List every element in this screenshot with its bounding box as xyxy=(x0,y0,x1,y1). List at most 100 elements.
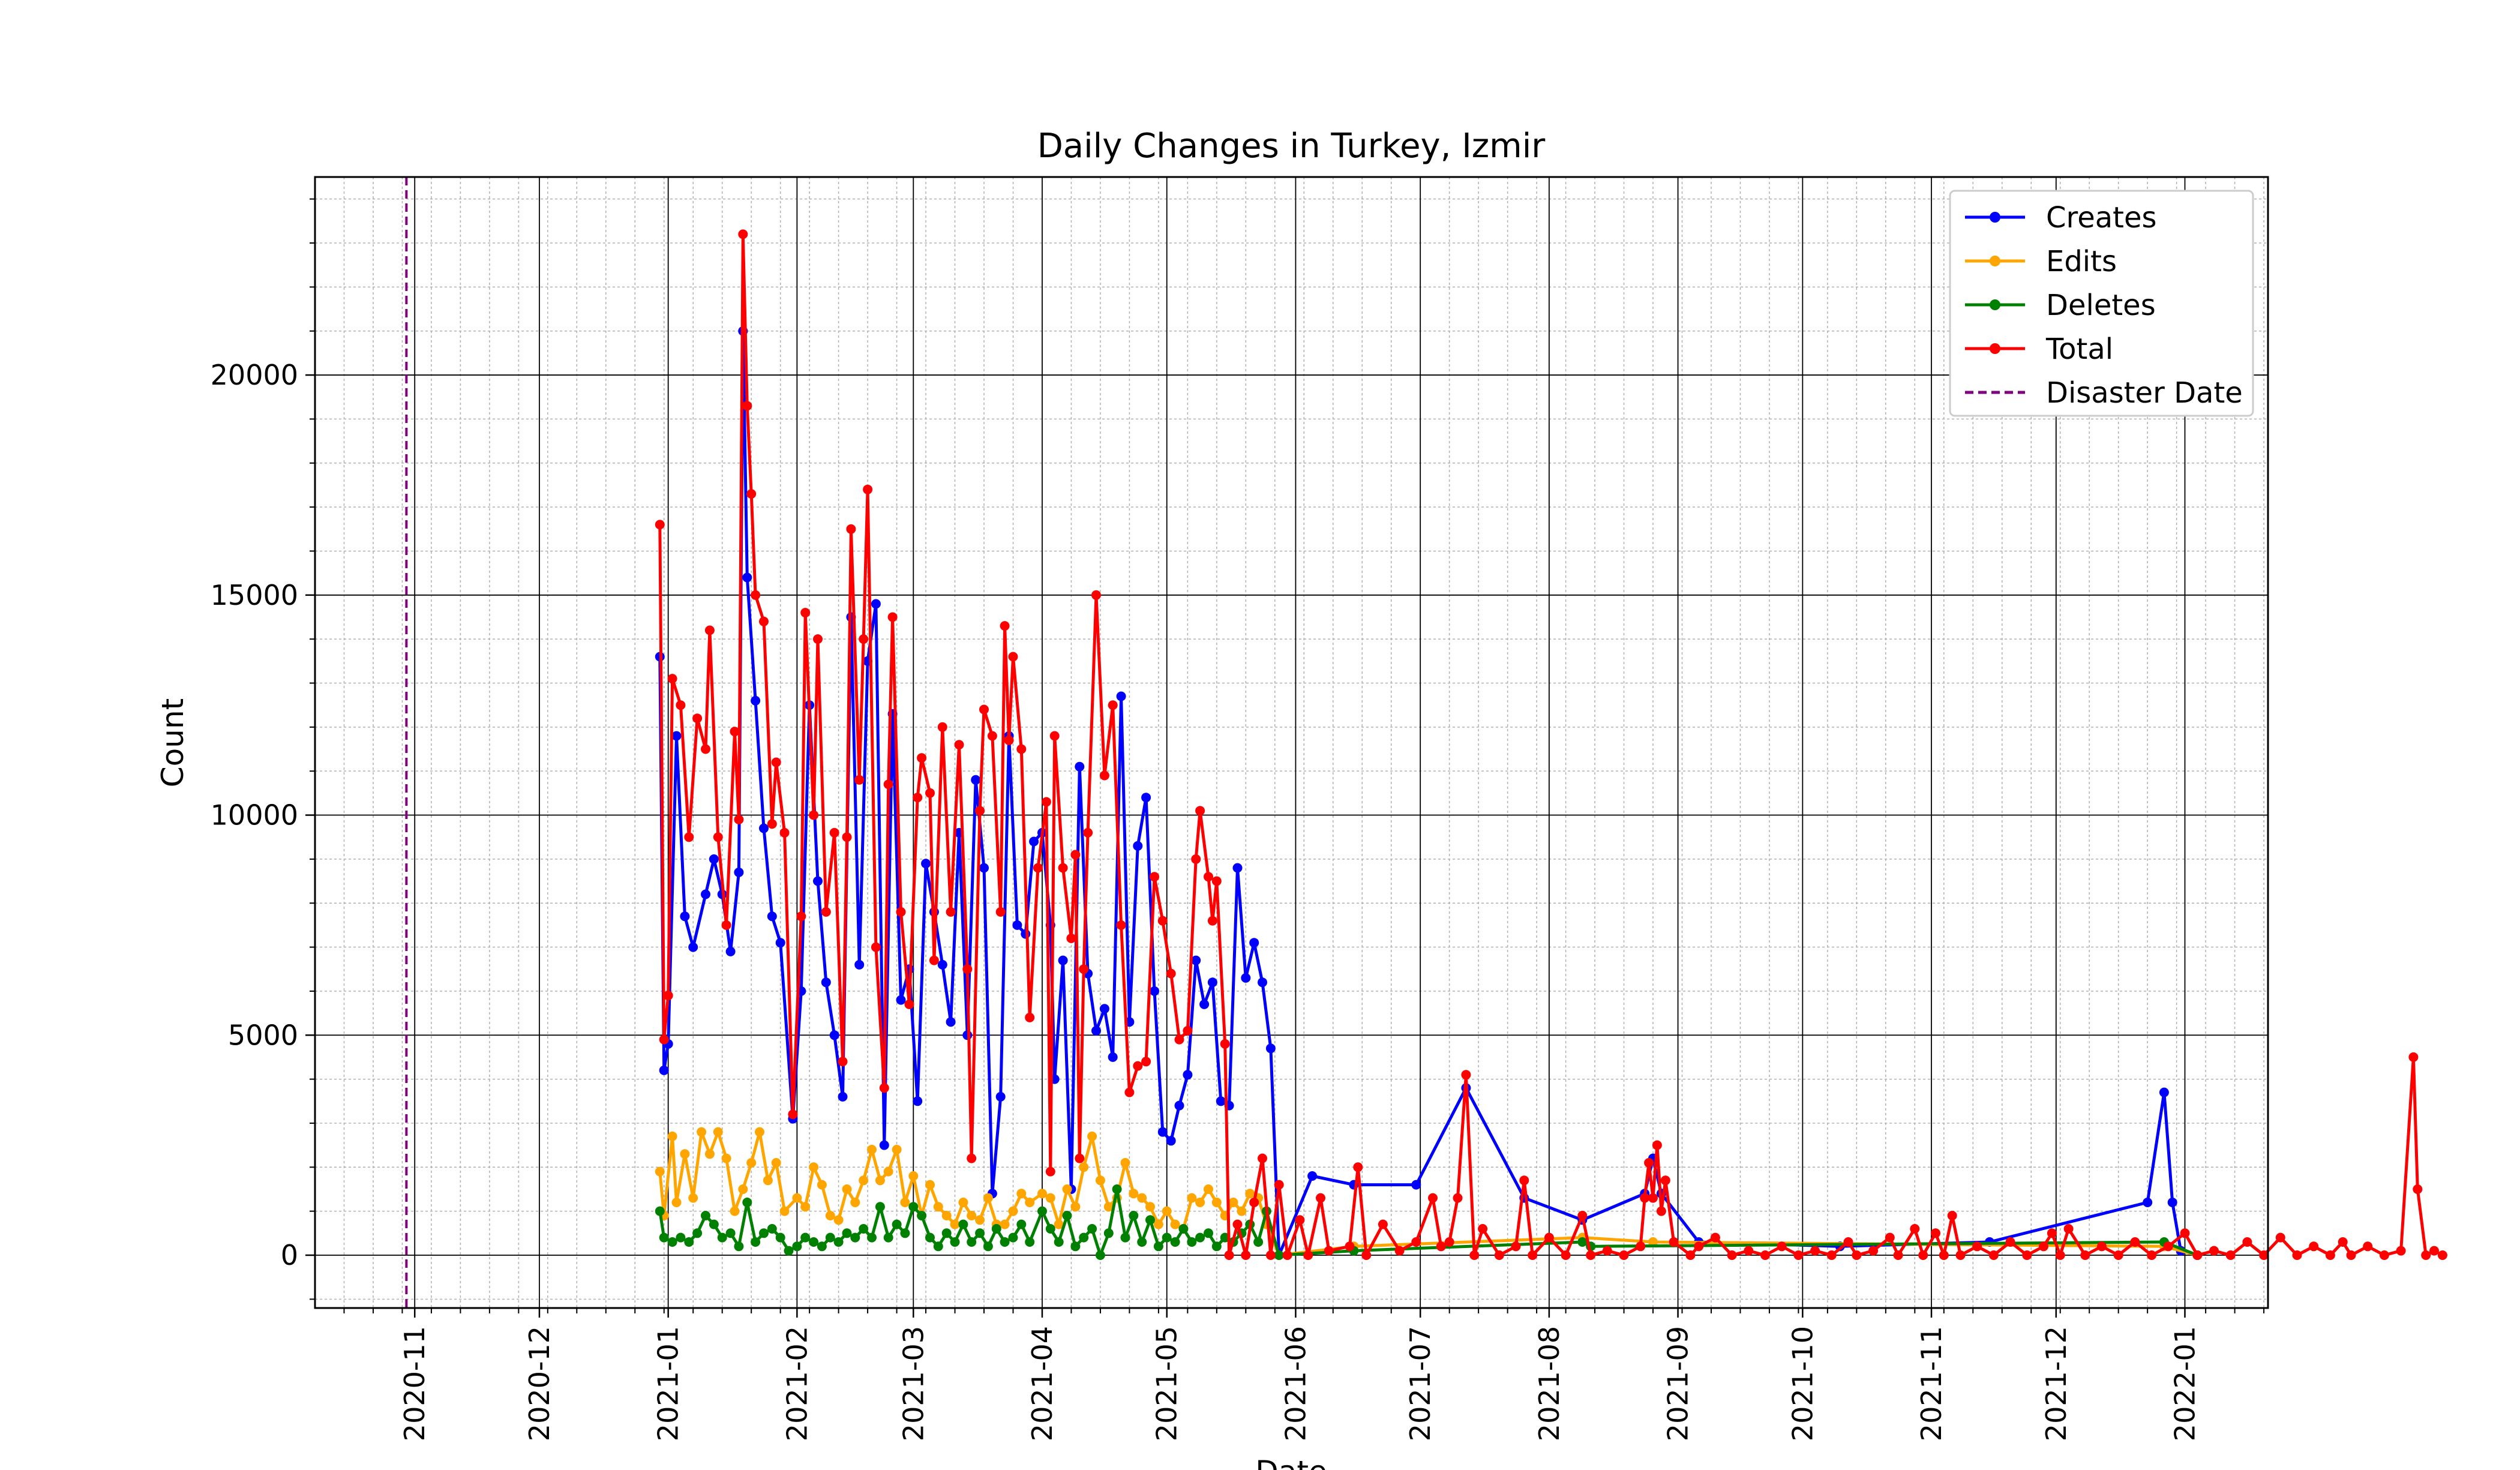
data-point-edits xyxy=(671,1198,682,1207)
data-point-edits xyxy=(1045,1193,1055,1203)
y-tick-label: 10000 xyxy=(211,799,298,832)
data-point-total xyxy=(809,810,819,820)
data-point-edits xyxy=(975,1215,985,1225)
data-point-total xyxy=(1685,1250,1696,1260)
data-point-creates xyxy=(2167,1198,2177,1207)
data-point-total xyxy=(730,727,740,737)
data-point-total xyxy=(987,731,997,741)
data-point-deletes xyxy=(1070,1241,1081,1252)
legend: Creates Edits Deletes Total Disaster Date xyxy=(1949,190,2254,417)
data-point-edits xyxy=(1095,1175,1105,1186)
legend-box xyxy=(1949,190,2254,417)
series-layer xyxy=(655,229,2447,1260)
data-point-total xyxy=(1204,872,1213,882)
data-point-total xyxy=(1394,1246,1405,1256)
data-point-edits xyxy=(859,1175,869,1186)
data-point-total xyxy=(1295,1215,1305,1225)
data-point-edits xyxy=(779,1206,790,1216)
data-point-deletes xyxy=(1079,1232,1089,1243)
data-point-total xyxy=(1810,1246,1820,1256)
data-point-edits xyxy=(842,1184,852,1194)
data-point-total xyxy=(663,991,673,1001)
x-tick-label: 2022-01 xyxy=(2168,1326,2201,1441)
data-point-total xyxy=(2005,1237,2015,1247)
data-point-total xyxy=(2180,1228,2190,1238)
legend-item: Edits xyxy=(1965,245,2117,278)
data-point-edits xyxy=(1162,1206,1172,1216)
data-point-total xyxy=(692,713,703,724)
data-point-deletes xyxy=(875,1202,885,1212)
data-point-creates xyxy=(2159,1087,2169,1097)
data-point-creates xyxy=(879,1140,889,1150)
series-deletes xyxy=(655,1184,2203,1260)
data-point-creates xyxy=(680,911,690,922)
data-point-total xyxy=(896,907,906,917)
data-point-total xyxy=(1124,1087,1135,1097)
x-tick-label: 2021-07 xyxy=(1404,1326,1436,1441)
data-point-total xyxy=(1049,731,1060,741)
data-point-edits xyxy=(933,1202,943,1212)
data-point-total xyxy=(1232,1219,1243,1229)
data-point-total xyxy=(1669,1237,1679,1247)
data-point-creates xyxy=(751,695,761,706)
legend-label: Disaster Date xyxy=(2046,376,2243,410)
data-point-edits xyxy=(755,1127,764,1137)
data-point-deletes xyxy=(1162,1232,1172,1243)
data-point-creates xyxy=(1258,977,1267,988)
data-point-total xyxy=(767,819,777,829)
data-point-edits xyxy=(1129,1189,1139,1199)
data-point-edits xyxy=(850,1198,860,1207)
data-point-edits xyxy=(688,1193,698,1203)
legend-swatch-marker xyxy=(1990,256,2000,266)
data-point-creates xyxy=(2143,1198,2153,1207)
x-tick-label: 2021-06 xyxy=(1279,1326,1312,1441)
data-point-creates xyxy=(1191,955,1201,965)
data-point-edits xyxy=(1016,1189,1027,1199)
data-point-deletes xyxy=(725,1228,736,1238)
data-point-total xyxy=(1660,1175,1670,1186)
data-point-total xyxy=(1710,1232,1720,1243)
data-point-total xyxy=(937,722,947,732)
data-point-total xyxy=(667,674,677,684)
data-point-total xyxy=(1478,1224,1488,1234)
data-point-deletes xyxy=(1577,1237,1588,1247)
data-point-total xyxy=(1885,1232,1895,1243)
data-point-total xyxy=(2209,1246,2219,1256)
x-tick-label: 2021-05 xyxy=(1151,1326,1183,1441)
data-point-deletes xyxy=(1037,1206,1047,1216)
data-point-total xyxy=(1258,1153,1267,1163)
data-point-deletes xyxy=(933,1241,943,1252)
data-point-total xyxy=(684,832,694,842)
data-point-deletes xyxy=(1025,1237,1035,1247)
data-point-edits xyxy=(697,1127,707,1137)
data-point-total xyxy=(1893,1250,1903,1260)
data-point-deletes xyxy=(817,1241,827,1252)
data-point-total xyxy=(1041,797,1051,807)
data-point-creates xyxy=(767,911,777,922)
data-point-creates xyxy=(1307,1171,1318,1181)
data-point-deletes xyxy=(825,1232,835,1243)
data-point-total xyxy=(1345,1241,1355,1252)
data-point-deletes xyxy=(892,1219,902,1229)
data-point-total xyxy=(1494,1250,1504,1260)
data-point-edits xyxy=(667,1131,677,1141)
data-point-edits xyxy=(1079,1162,1089,1172)
data-point-creates xyxy=(1141,793,1151,803)
data-point-total xyxy=(1353,1162,1363,1172)
data-point-total xyxy=(1004,735,1014,745)
data-point-total xyxy=(2080,1250,2090,1260)
data-point-edits xyxy=(1087,1131,1097,1141)
y-tick-label: 0 xyxy=(281,1239,298,1271)
data-point-total xyxy=(2363,1241,2373,1252)
data-point-creates xyxy=(937,959,947,970)
data-point-total xyxy=(1183,1025,1193,1036)
data-point-edits xyxy=(967,1211,977,1220)
data-point-total xyxy=(1586,1250,1596,1260)
data-point-creates xyxy=(659,1065,669,1075)
data-point-deletes xyxy=(1095,1250,1105,1260)
data-point-total xyxy=(1174,1034,1184,1045)
data-point-deletes xyxy=(908,1202,919,1212)
data-point-deletes xyxy=(867,1232,877,1243)
data-point-total xyxy=(1972,1241,1982,1252)
